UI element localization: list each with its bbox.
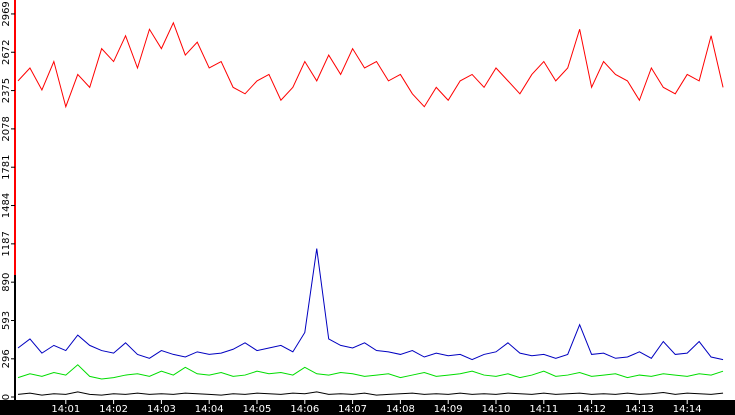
x-tick-label: 14:01 [51,404,80,415]
x-tick-label: 14:09 [434,404,463,415]
x-tick-label: 14:10 [482,404,511,415]
y-tick-label: 1484 [1,193,12,218]
series-line [17,21,724,109]
x-tick-label: 14:07 [338,404,367,415]
x-tick-label: 14:05 [243,404,272,415]
x-tick-label: 14:14 [673,404,702,415]
x-tick-label: 14:02 [99,404,128,415]
y-tick-label: 1187 [1,231,12,256]
series-line [17,391,724,396]
y-tick-label: 2672 [1,40,12,65]
x-tick-label: 14:12 [577,404,606,415]
x-tick-label: 14:08 [386,404,415,415]
x-tick-label: 14:04 [195,404,224,415]
x-tick-label: 14:06 [290,404,319,415]
y-tick-label: 2969 [1,1,12,26]
series-line [17,364,724,380]
y-tick-label: 1781 [1,154,12,179]
y-tick-label: 2375 [1,78,12,103]
y-tick-label: 890 [1,273,12,292]
x-tick-label: 14:03 [147,404,176,415]
x-axis-band [0,400,735,415]
y-tick-label: 2078 [1,116,12,141]
y-tick-label: 593 [1,311,12,330]
y-tick-label: 296 [1,349,12,368]
y-tick-label: 0 [1,394,12,400]
x-tick-label: 14:11 [529,404,558,415]
series-line [17,248,724,361]
x-tick-label: 14:13 [625,404,654,415]
